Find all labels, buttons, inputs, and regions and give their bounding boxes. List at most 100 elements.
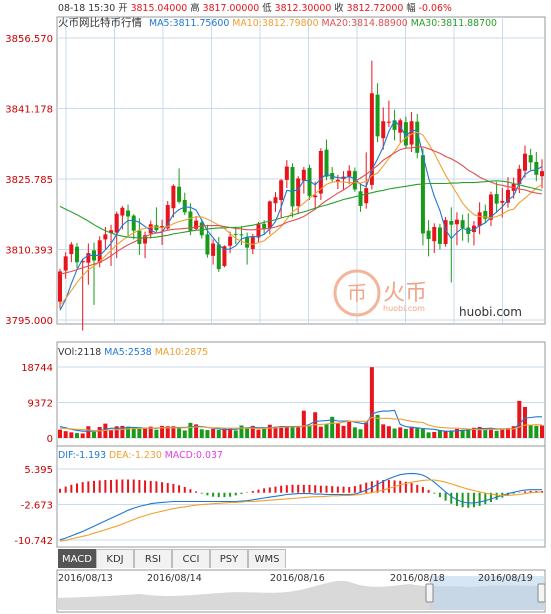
volume-bar — [426, 432, 431, 438]
volume-bar — [262, 427, 267, 438]
candle-body — [488, 194, 493, 220]
tab-wms[interactable]: WMS — [248, 549, 286, 568]
volume-bar — [182, 430, 187, 438]
tab-cci[interactable]: CCI — [172, 549, 210, 568]
candle-body — [205, 234, 210, 255]
candle-body — [307, 167, 312, 196]
candle-body — [267, 201, 272, 228]
candle-body — [103, 234, 108, 240]
candle-body — [148, 224, 153, 234]
series-line-ma10 — [59, 131, 543, 306]
candle-body — [279, 180, 284, 200]
volume-bar — [75, 433, 80, 438]
navigator-handle-left — [425, 583, 434, 603]
candle-body — [194, 220, 199, 229]
candle-body — [177, 186, 182, 202]
candle-body — [256, 224, 261, 238]
candle-body — [188, 211, 193, 231]
macd-legend-item: MACD:0.037 — [162, 450, 223, 461]
candle-body — [296, 178, 301, 206]
volume-bar — [505, 428, 510, 438]
candle-body — [375, 94, 380, 137]
macd-axis-tick-label: -10.742 — [14, 536, 53, 547]
candle-body — [324, 149, 329, 177]
candle-body — [63, 256, 68, 271]
candle-body — [392, 120, 397, 130]
ohlc-info-value: 高 — [187, 2, 199, 14]
volume-bar — [109, 430, 114, 438]
ohlc-info-value: 3812.72000 — [344, 3, 404, 14]
watermark-site-text: huobi.com — [459, 305, 522, 319]
series-line-dif — [59, 472, 542, 541]
volume-bar — [432, 431, 437, 438]
volume-bar — [256, 429, 261, 438]
volume-bar — [324, 424, 329, 438]
volume-bar — [398, 427, 403, 438]
price-axis-tick-label: 3810.393 — [5, 245, 53, 256]
volume-bar — [245, 427, 250, 438]
volume-bar — [69, 432, 74, 438]
candle-body — [165, 205, 170, 229]
candle-body — [154, 225, 159, 231]
volume-bar — [437, 430, 442, 438]
tab-psy[interactable]: PSY — [210, 549, 248, 568]
ohlc-info-value: 收 — [331, 2, 344, 14]
volume-bar — [233, 430, 238, 438]
ma-legend-item: MA10:3812.79800 — [229, 18, 318, 29]
volume-bar — [528, 424, 533, 438]
tab-macd[interactable]: MACD — [58, 549, 96, 568]
volume-bar — [534, 425, 539, 438]
candle-body — [86, 253, 91, 263]
navigator-date-label: 2016/08/16 — [270, 573, 325, 584]
candle-body — [364, 188, 369, 204]
candle-body — [245, 237, 250, 248]
volume-bar — [199, 429, 204, 438]
volume-bar — [86, 426, 91, 438]
tab-rsi[interactable]: RSI — [134, 549, 172, 568]
candle-body — [182, 200, 187, 213]
volume-bar — [160, 425, 165, 438]
volume-legend-item: MA10:2875 — [152, 347, 208, 358]
candle-body — [471, 225, 476, 233]
volume-legend-item-group: VOl:2118 MA5:2538 MA10:2875 — [58, 347, 208, 358]
navigator-area — [57, 580, 545, 610]
volume-bar — [364, 422, 369, 438]
volume-bar — [296, 426, 301, 438]
candle-body — [160, 226, 165, 228]
candle-body — [437, 227, 442, 244]
ohlc-info-value: 08-18 15:30 — [58, 3, 115, 14]
volume-bar — [137, 427, 142, 438]
candle-body — [534, 161, 539, 175]
navigator-handle-right — [537, 583, 546, 603]
volume-bar — [279, 426, 284, 438]
candle-body — [409, 121, 414, 145]
volume-legend-item: VOl:2118 — [58, 347, 101, 358]
candle-body — [443, 220, 448, 244]
volume-axis-tick-label: 18744 — [21, 363, 53, 374]
volume-bar — [188, 422, 193, 438]
candle-body — [301, 169, 306, 181]
candle-body — [477, 212, 482, 227]
volume-bar — [392, 428, 397, 438]
candle-body — [483, 210, 488, 219]
volume-bar — [352, 427, 357, 438]
volume-bar — [471, 427, 476, 438]
volume-bar — [97, 427, 102, 438]
tab-kdj[interactable]: KDJ — [96, 549, 134, 568]
watermark-logo-text: 火币 — [383, 281, 427, 306]
volume-bar — [267, 424, 272, 438]
volume-bar — [347, 421, 352, 438]
volume-bar — [148, 426, 153, 438]
candle-body — [528, 155, 533, 163]
ohlc-info-value: 开 — [115, 3, 127, 14]
ma-legend-item: MA5:3811.75600 — [149, 18, 229, 29]
candle-body — [540, 171, 544, 177]
huobi-logo-icon — [333, 269, 381, 317]
candle-body — [143, 235, 148, 244]
chart-market-label: 火币网比特币行情 — [58, 16, 142, 29]
volume-bar — [194, 424, 199, 438]
volume-bar — [466, 428, 471, 438]
candle-body — [313, 195, 318, 198]
series-line-dea — [59, 479, 543, 542]
